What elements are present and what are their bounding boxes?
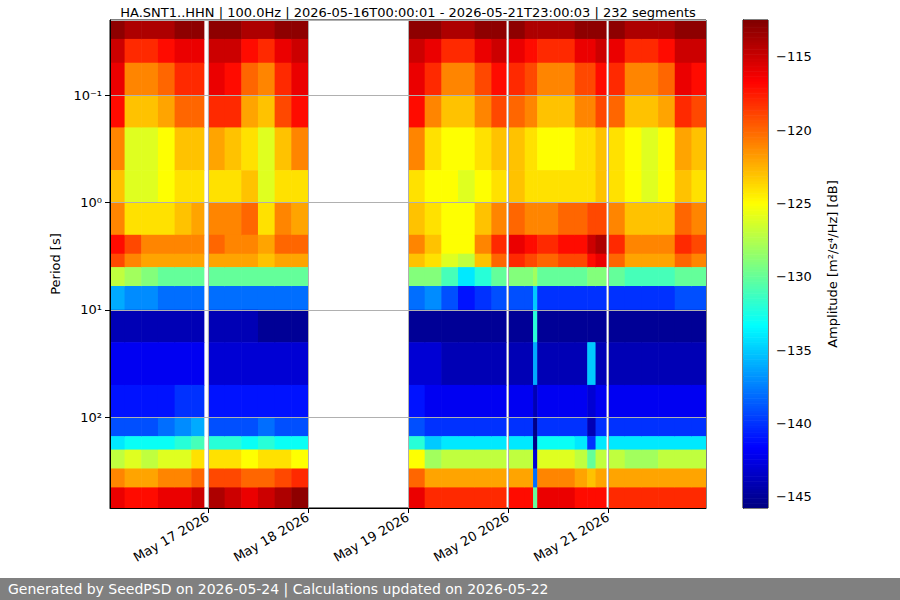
svg-text:−135: −135 <box>776 343 812 358</box>
svg-text:May 18 2026: May 18 2026 <box>231 510 312 565</box>
svg-text:May 19 2026: May 19 2026 <box>331 510 412 565</box>
svg-text:HA.SNT1..HHN | 100.0Hz | 2026-: HA.SNT1..HHN | 100.0Hz | 2026-05-16T00:0… <box>120 5 696 20</box>
svg-text:10²: 10² <box>80 410 102 425</box>
svg-text:10⁰: 10⁰ <box>80 195 102 210</box>
svg-text:May 17 2026: May 17 2026 <box>131 510 212 565</box>
svg-text:−115: −115 <box>776 49 812 64</box>
svg-text:−120: −120 <box>776 123 812 138</box>
svg-text:−140: −140 <box>776 416 812 431</box>
svg-text:Period [s]: Period [s] <box>48 233 63 295</box>
svg-text:−125: −125 <box>776 196 812 211</box>
svg-text:Amplitude [m²/s⁴/Hz] [dB]: Amplitude [m²/s⁴/Hz] [dB] <box>825 180 840 348</box>
svg-text:May 20 2026: May 20 2026 <box>431 510 512 565</box>
svg-text:May 21 2026: May 21 2026 <box>531 510 612 565</box>
svg-text:10¹: 10¹ <box>80 302 102 317</box>
svg-text:10⁻¹: 10⁻¹ <box>73 88 102 103</box>
svg-text:−145: −145 <box>776 489 812 504</box>
svg-text:Generated by SeedPSD on 2026-0: Generated by SeedPSD on 2026-05-24 | Cal… <box>8 581 549 598</box>
svg-text:−130: −130 <box>776 269 812 284</box>
